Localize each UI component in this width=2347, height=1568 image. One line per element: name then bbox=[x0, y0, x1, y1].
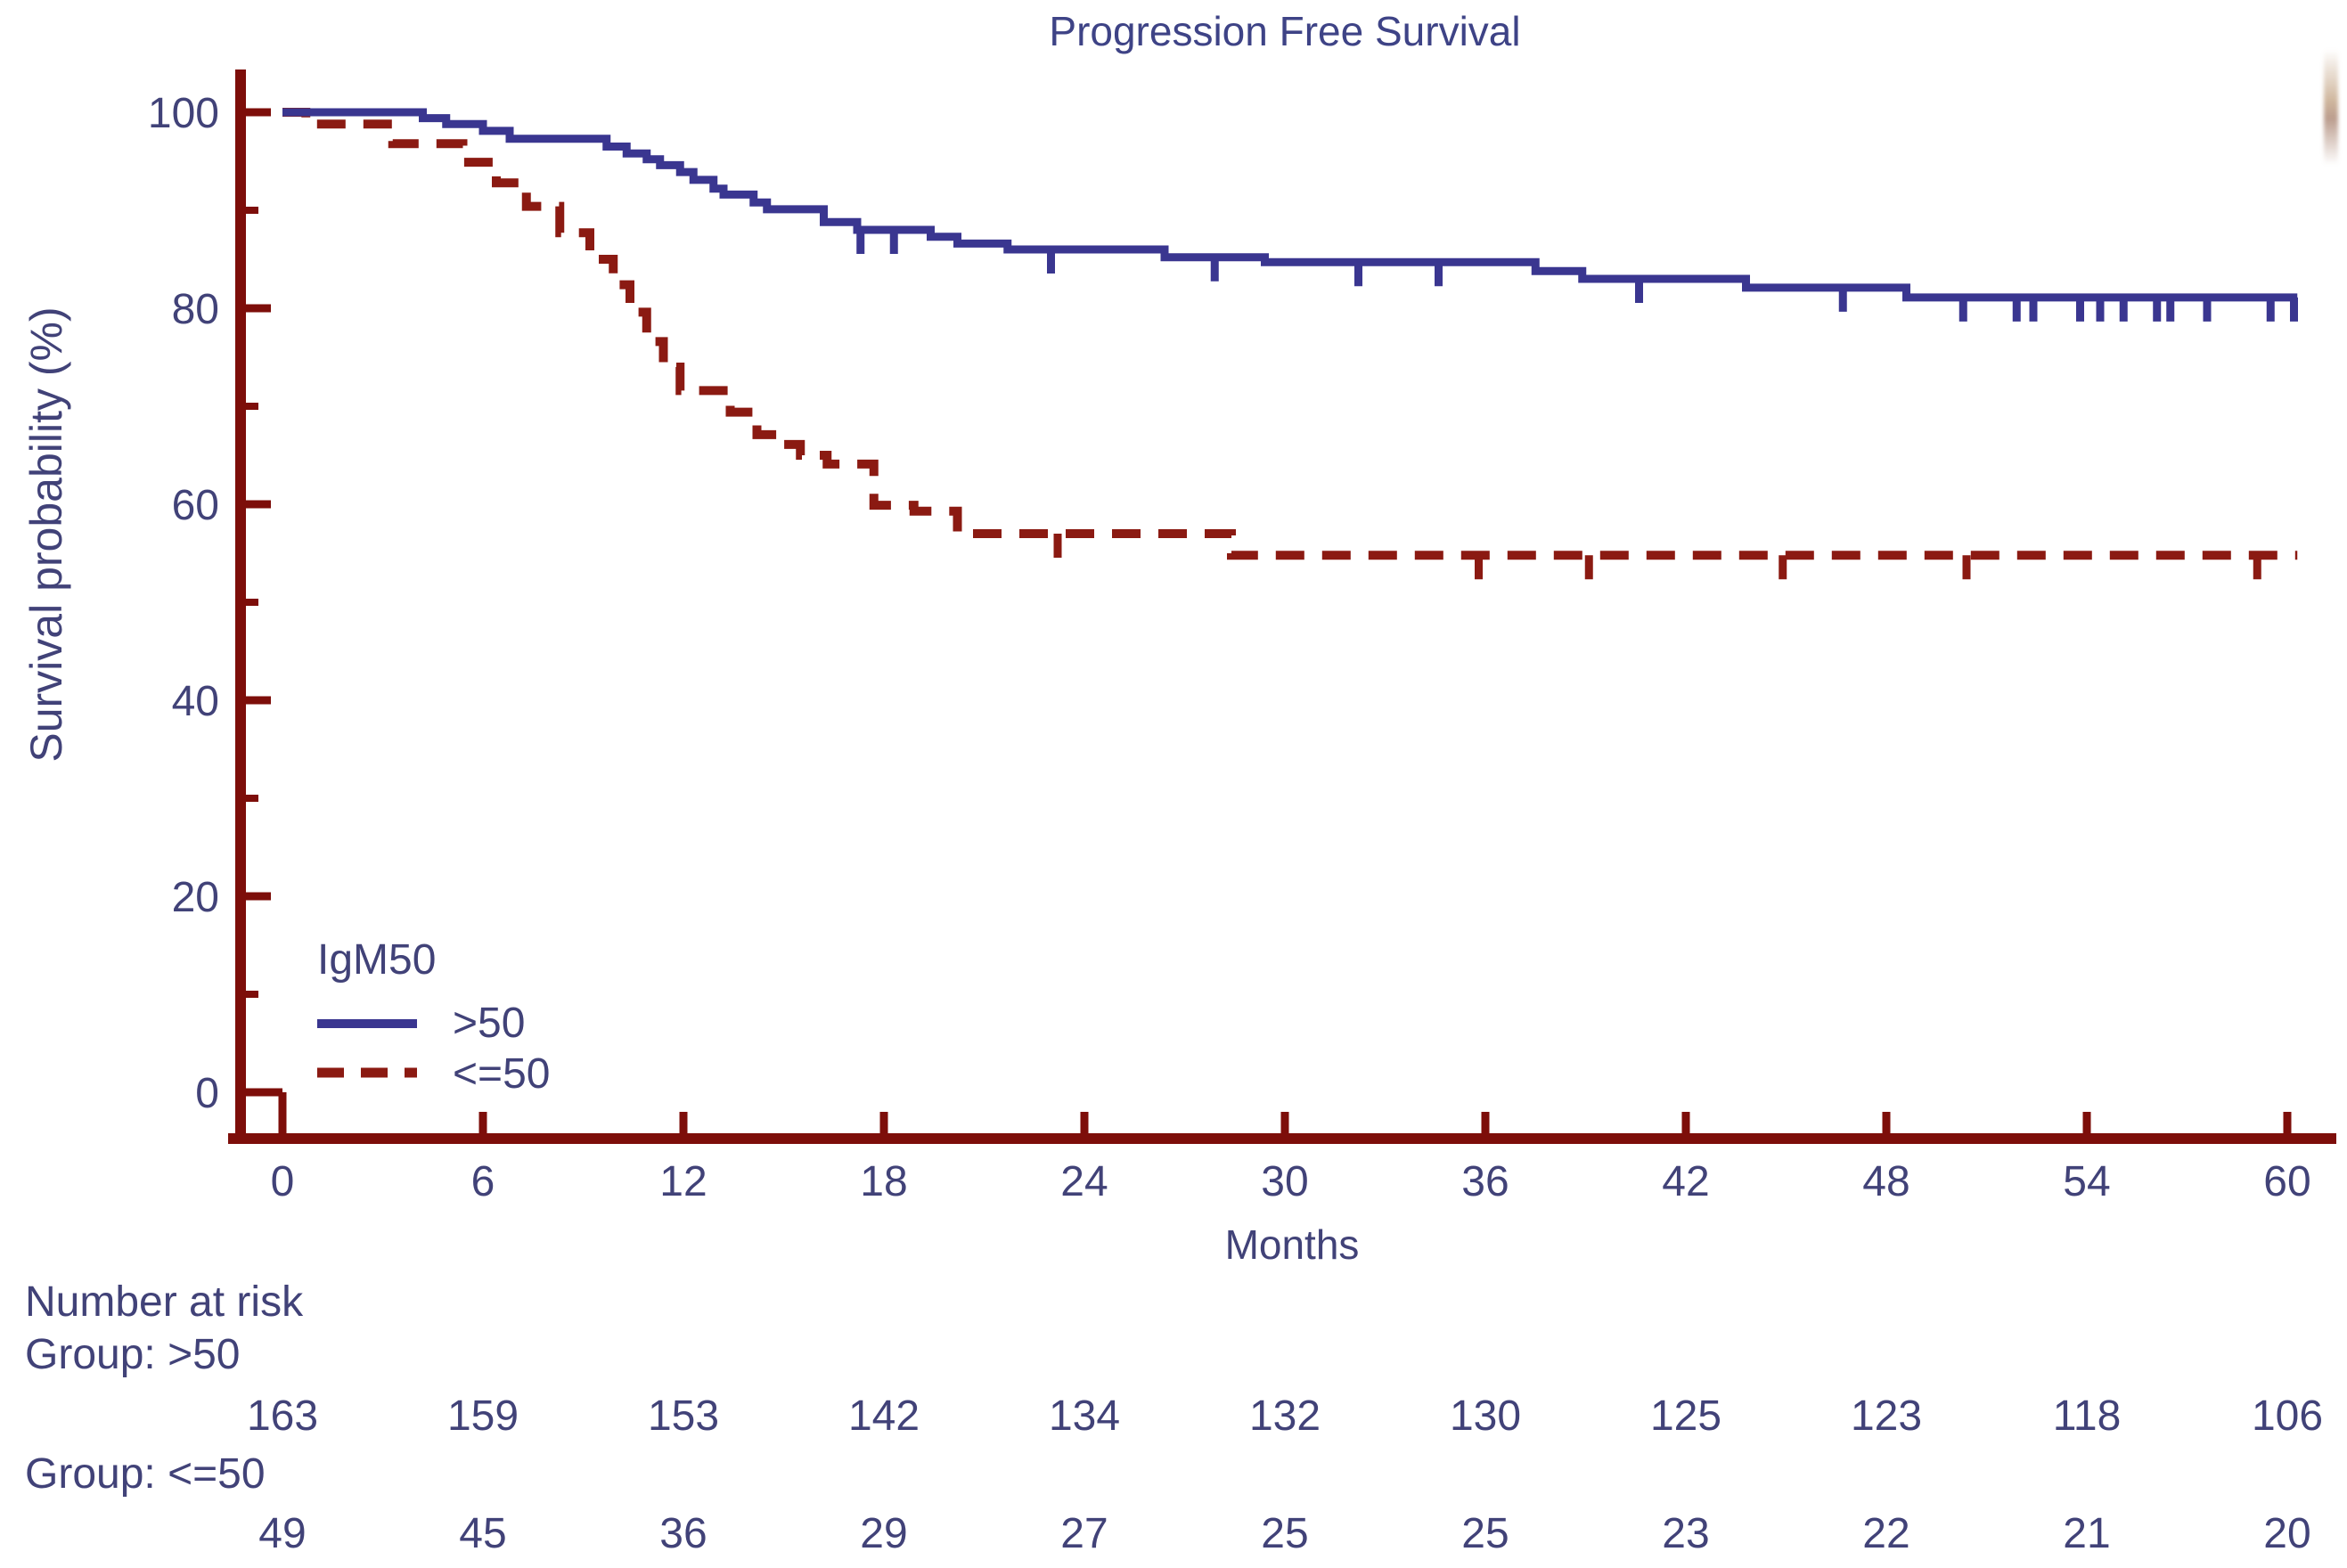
risk-value: 142 bbox=[848, 1392, 920, 1440]
risk-value: 25 bbox=[1461, 1510, 1509, 1557]
risk-value: 36 bbox=[659, 1510, 707, 1557]
legend-entry-label: >50 bbox=[453, 999, 526, 1047]
risk-table-header: Number at risk bbox=[25, 1278, 304, 1326]
x-tick-label: 24 bbox=[1060, 1158, 1108, 1205]
survival-curve-le50 bbox=[282, 108, 2298, 560]
legend-solid-line-sample bbox=[317, 1018, 417, 1028]
x-axis-title: Months bbox=[1224, 1221, 1360, 1268]
risk-value: 125 bbox=[1650, 1392, 1721, 1440]
x-tick-label: 12 bbox=[659, 1158, 707, 1205]
y-axis-title: Survival probability (%) bbox=[21, 306, 71, 763]
scan-artifact-smudge bbox=[2324, 49, 2338, 165]
x-tick-label: 42 bbox=[1662, 1158, 1709, 1205]
x-tick-label: 54 bbox=[2063, 1158, 2110, 1205]
risk-value: 20 bbox=[2263, 1510, 2310, 1557]
legend-title: IgM50 bbox=[317, 936, 437, 984]
legend-dashed-line-svg bbox=[317, 1067, 417, 1077]
survival-curve-gt50 bbox=[282, 108, 2298, 302]
x-tick-label: 60 bbox=[2263, 1158, 2310, 1205]
y-tick-label: 40 bbox=[172, 678, 219, 725]
chart-title: Progression Free Survival bbox=[1049, 8, 1521, 54]
legend-entry-label: <=50 bbox=[453, 1049, 551, 1098]
x-tick-label: 0 bbox=[271, 1158, 295, 1205]
risk-value: 123 bbox=[1851, 1392, 1922, 1440]
legend-dashed-line-sample bbox=[317, 1067, 417, 1082]
x-tick-label: 6 bbox=[471, 1158, 495, 1205]
risk-value: 27 bbox=[1060, 1510, 1108, 1557]
risk-value: 21 bbox=[2063, 1510, 2110, 1557]
legend: IgM50 >50 <=50 bbox=[317, 939, 550, 1099]
risk-group-gt50-label: Group: >50 bbox=[25, 1331, 241, 1378]
risk-value: 45 bbox=[459, 1510, 506, 1557]
risk-value: 29 bbox=[860, 1510, 907, 1557]
risk-value: 25 bbox=[1261, 1510, 1308, 1557]
legend-entry-le50: <=50 bbox=[317, 1049, 550, 1099]
risk-value: 163 bbox=[247, 1392, 318, 1440]
risk-value: 118 bbox=[2053, 1392, 2122, 1440]
risk-value: 153 bbox=[648, 1392, 719, 1440]
y-tick-label: 80 bbox=[172, 286, 219, 333]
y-tick-label: 20 bbox=[172, 874, 219, 921]
legend-entry-gt50: >50 bbox=[317, 998, 550, 1049]
y-tick-label: 100 bbox=[148, 90, 219, 137]
risk-value: 134 bbox=[1049, 1392, 1120, 1440]
x-tick-label: 18 bbox=[860, 1158, 907, 1205]
x-tick-label: 48 bbox=[1862, 1158, 1909, 1205]
x-tick-label: 36 bbox=[1461, 1158, 1509, 1205]
y-tick-label: 0 bbox=[195, 1070, 219, 1117]
risk-value: 49 bbox=[258, 1510, 306, 1557]
risk-value: 132 bbox=[1249, 1392, 1321, 1440]
risk-value: 22 bbox=[1862, 1510, 1909, 1557]
risk-value: 130 bbox=[1450, 1392, 1521, 1440]
risk-value: 106 bbox=[2252, 1392, 2323, 1440]
x-tick-label: 30 bbox=[1261, 1158, 1308, 1205]
risk-value: 159 bbox=[447, 1392, 519, 1440]
risk-group-le50-label: Group: <=50 bbox=[25, 1450, 266, 1498]
y-tick-label: 60 bbox=[172, 482, 219, 529]
risk-value: 23 bbox=[1662, 1510, 1709, 1557]
